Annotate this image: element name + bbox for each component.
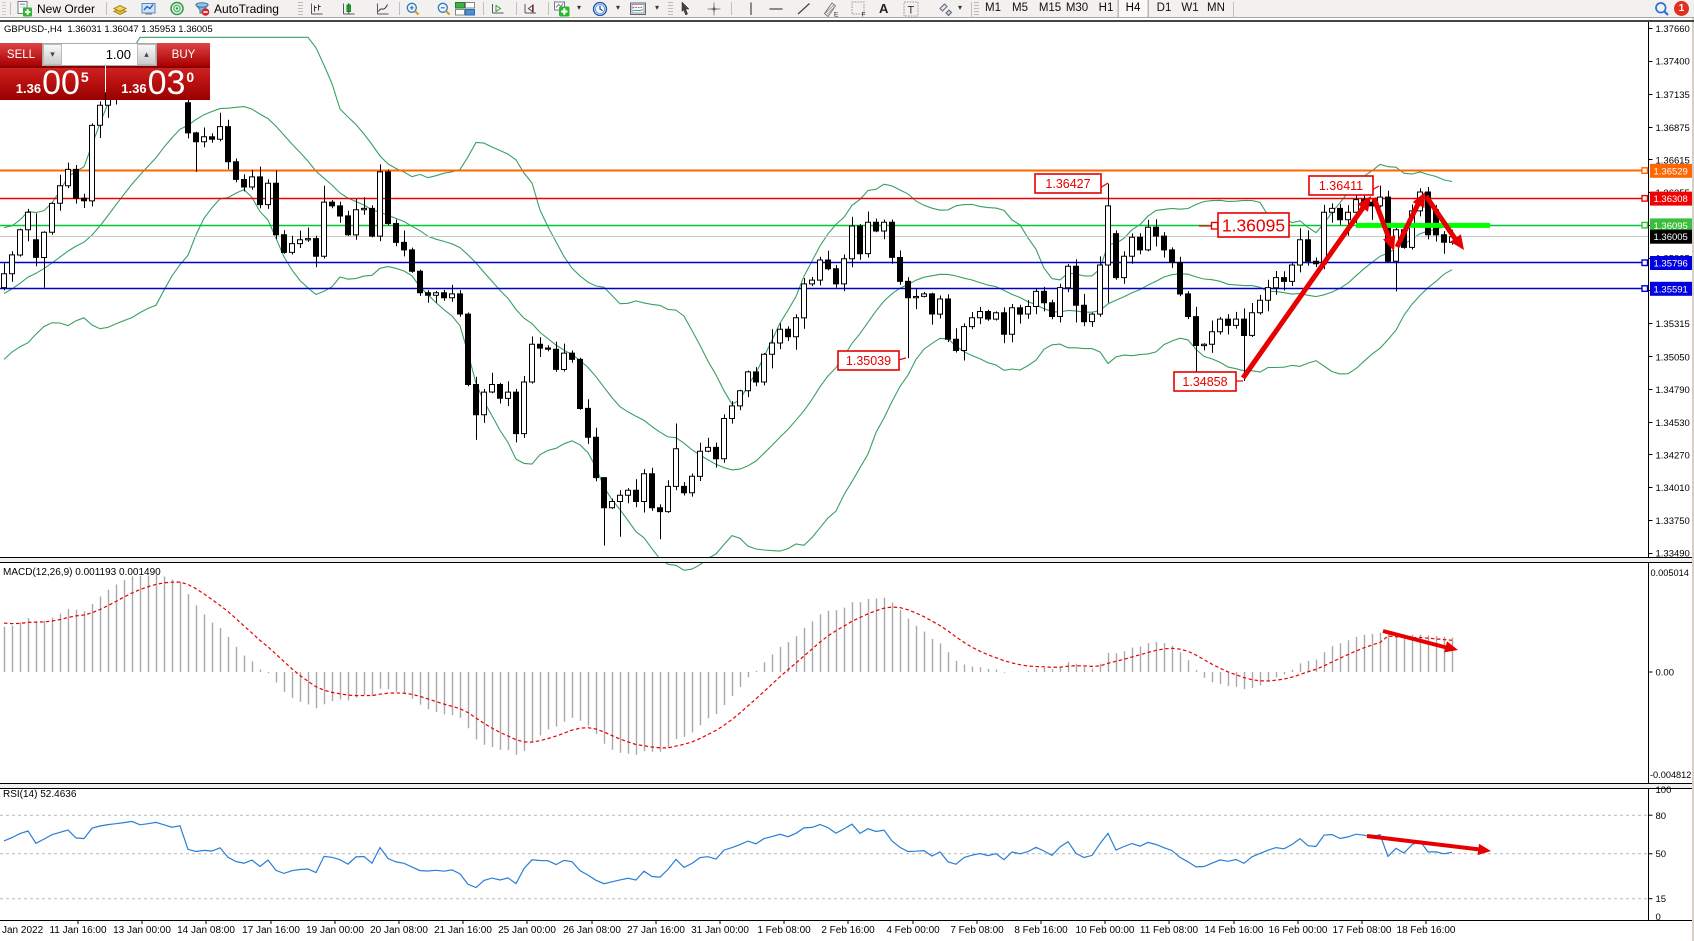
svg-text:1.36615: 1.36615: [1656, 156, 1690, 167]
svg-text:20 Jan 08:00: 20 Jan 08:00: [370, 925, 428, 936]
svg-text:1.34790: 1.34790: [1656, 385, 1690, 396]
svg-text:11 Feb 08:00: 11 Feb 08:00: [1140, 925, 1199, 936]
svg-text:1.36411: 1.36411: [1319, 179, 1363, 193]
svg-text:1.37400: 1.37400: [1656, 57, 1690, 68]
svg-text:1.34270: 1.34270: [1656, 451, 1690, 462]
svg-text:1.36095: 1.36095: [1222, 215, 1285, 235]
svg-text:F: F: [862, 12, 866, 18]
svg-text:17 Feb 08:00: 17 Feb 08:00: [1333, 925, 1392, 936]
svg-text:1.36005: 1.36005: [1654, 232, 1688, 243]
svg-text:27 Jan 16:00: 27 Jan 16:00: [627, 925, 685, 936]
svg-text:25 Jan 00:00: 25 Jan 00:00: [498, 925, 556, 936]
svg-text:T: T: [908, 5, 915, 17]
svg-text:19 Jan 00:00: 19 Jan 00:00: [306, 925, 364, 936]
svg-text:21 Jan 16:00: 21 Jan 16:00: [434, 925, 492, 936]
svg-text:100: 100: [1656, 785, 1672, 796]
svg-text:E: E: [834, 12, 839, 18]
svg-text:1.35796: 1.35796: [1654, 259, 1688, 270]
svg-text:1.36875: 1.36875: [1656, 123, 1690, 134]
svg-text:15: 15: [1656, 894, 1667, 905]
svg-text:MACD(12,26,9) 0.001193 0.00149: MACD(12,26,9) 0.001193 0.001490: [3, 567, 161, 578]
svg-text:26 Jan 08:00: 26 Jan 08:00: [563, 925, 621, 936]
svg-text:80: 80: [1656, 811, 1667, 822]
svg-text:13 Jan 00:00: 13 Jan 00:00: [113, 925, 171, 936]
svg-text:0: 0: [1656, 912, 1661, 923]
svg-text:1 Feb 08:00: 1 Feb 08:00: [757, 925, 811, 936]
svg-text:0.00: 0.00: [1656, 668, 1675, 679]
svg-text:18 Feb 16:00: 18 Feb 16:00: [1397, 925, 1456, 936]
svg-text:17 Jan 16:00: 17 Jan 16:00: [242, 925, 300, 936]
svg-text:Jan 2022: Jan 2022: [2, 925, 44, 936]
svg-text:1.33490: 1.33490: [1656, 549, 1690, 560]
svg-text:-0.004812: -0.004812: [1650, 770, 1691, 780]
svg-text:31 Jan 00:00: 31 Jan 00:00: [691, 925, 749, 936]
svg-text:14 Jan 08:00: 14 Jan 08:00: [177, 925, 235, 936]
svg-text:1.35039: 1.35039: [846, 354, 891, 368]
svg-text:1.34010: 1.34010: [1656, 483, 1690, 494]
svg-text:1.36308: 1.36308: [1654, 194, 1688, 205]
svg-text:50: 50: [1656, 849, 1667, 860]
svg-text:8 Feb 16:00: 8 Feb 16:00: [1014, 925, 1068, 936]
svg-text:11 Jan 16:00: 11 Jan 16:00: [49, 925, 107, 936]
svg-text:16 Feb 00:00: 16 Feb 00:00: [1269, 925, 1328, 936]
svg-text:1.36095: 1.36095: [1654, 221, 1688, 232]
svg-text:1.33750: 1.33750: [1656, 516, 1690, 527]
svg-text:1.34530: 1.34530: [1656, 418, 1690, 429]
svg-text:1.36529: 1.36529: [1654, 166, 1688, 177]
svg-text:0.005014: 0.005014: [1651, 568, 1689, 578]
svg-text:10 Feb 00:00: 10 Feb 00:00: [1076, 925, 1135, 936]
svg-text:1.36427: 1.36427: [1045, 177, 1090, 191]
svg-text:RSI(14) 52.4636: RSI(14) 52.4636: [3, 789, 77, 800]
svg-text:1.37660: 1.37660: [1656, 24, 1690, 35]
svg-text:7 Feb 08:00: 7 Feb 08:00: [950, 925, 1004, 936]
svg-text:14 Feb 16:00: 14 Feb 16:00: [1205, 925, 1264, 936]
svg-text:4 Feb 00:00: 4 Feb 00:00: [886, 925, 940, 936]
svg-text:1.35591: 1.35591: [1654, 284, 1688, 295]
svg-text:1.35050: 1.35050: [1656, 352, 1690, 363]
svg-text:1.34858: 1.34858: [1182, 375, 1227, 389]
svg-text:2 Feb 16:00: 2 Feb 16:00: [821, 925, 875, 936]
svg-text:1.35315: 1.35315: [1656, 319, 1690, 330]
svg-text:1.37135: 1.37135: [1656, 90, 1690, 101]
